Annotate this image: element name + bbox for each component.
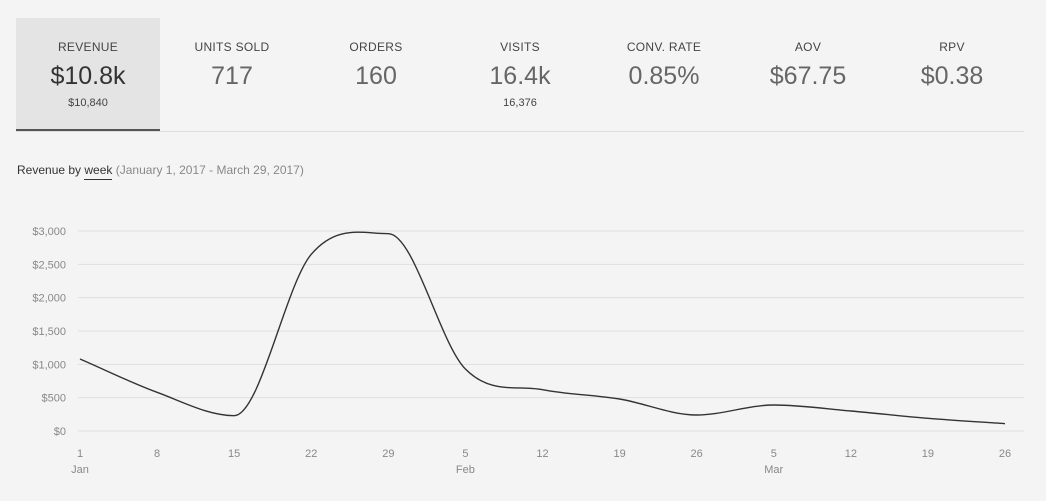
metric-subvalue: 16,376 <box>503 97 537 109</box>
metric-value: $0.38 <box>920 62 984 90</box>
metric-tab-revenue[interactable]: REVENUE $10.8k $10,840 <box>16 18 160 131</box>
x-tick-label: 19 <box>613 448 625 460</box>
x-tick-label: 26 <box>999 448 1011 460</box>
metric-tab-rpv[interactable]: RPV $0.38 <box>880 18 1024 131</box>
y-tick-label: $2,000 <box>32 293 66 305</box>
metric-subvalue: $10,840 <box>68 97 108 109</box>
metric-label: AOV <box>794 40 822 54</box>
x-tick-label: 12 <box>536 448 548 460</box>
y-tick-label: $1,000 <box>32 359 66 371</box>
metric-value: 0.85% <box>628 62 700 90</box>
x-tick-label: 12 <box>845 448 857 460</box>
x-tick-label: 5 <box>462 448 468 460</box>
metric-value: $67.75 <box>769 62 847 90</box>
revenue-series-line <box>79 231 1006 425</box>
chart-title-prefix: Revenue by <box>17 163 82 177</box>
metric-value: $10.8k <box>50 62 126 90</box>
y-tick-label: $1,500 <box>32 326 66 338</box>
metric-value: 160 <box>355 62 397 90</box>
metric-tab-units-sold[interactable]: UNITS SOLD 717 <box>160 18 304 131</box>
metric-label: VISITS <box>500 40 540 54</box>
date-range: (January 1, 2017 - March 29, 2017) <box>115 163 304 177</box>
metric-label: RPV <box>939 40 965 54</box>
metrics-bar: REVENUE $10.8k $10,840 UNITS SOLD 717 OR… <box>16 18 1024 132</box>
x-tick-label: 5 <box>771 448 777 460</box>
metric-value: 16.4k <box>489 62 551 90</box>
x-tick-label: 26 <box>691 448 703 460</box>
x-tick-label: 8 <box>154 448 160 460</box>
metric-label: UNITS SOLD <box>194 40 270 54</box>
metric-tab-orders[interactable]: ORDERS 160 <box>304 18 448 131</box>
metric-label: CONV. RATE <box>626 40 702 54</box>
metric-label: ORDERS <box>349 40 403 54</box>
y-tick-label: $3,000 <box>32 226 66 238</box>
x-tick-label: 1 <box>77 448 83 460</box>
x-tick-label: 15 <box>228 448 240 460</box>
metric-tab-conv-rate[interactable]: CONV. RATE 0.85% <box>592 18 736 131</box>
metric-value: 717 <box>211 62 253 90</box>
y-tick-label: $2,500 <box>32 259 66 271</box>
period-selector[interactable]: week <box>84 163 113 180</box>
x-tick-label: 22 <box>305 448 317 460</box>
y-tick-label: $0 <box>54 426 66 438</box>
y-tick-label: $500 <box>42 393 66 405</box>
x-tick-label: 29 <box>382 448 394 460</box>
x-tick-label: 19 <box>922 448 934 460</box>
metric-label: REVENUE <box>57 40 119 54</box>
x-month-label: Jan <box>71 464 89 476</box>
metric-tab-visits[interactable]: VISITS 16.4k 16,376 <box>448 18 592 131</box>
chart-title: Revenue by week (January 1, 2017 - March… <box>17 163 304 180</box>
metric-tab-aov[interactable]: AOV $67.75 <box>736 18 880 131</box>
x-month-label: Mar <box>764 464 783 476</box>
x-month-label: Feb <box>456 464 475 476</box>
